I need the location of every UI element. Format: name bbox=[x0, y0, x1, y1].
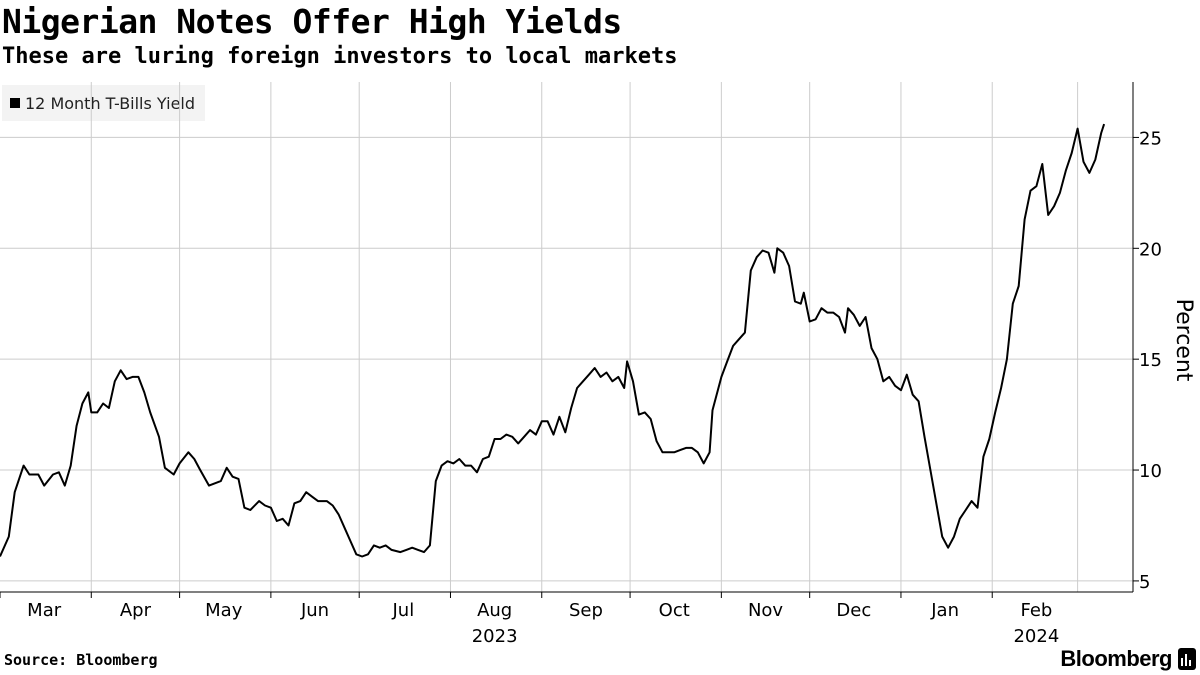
x-tick-label-Dec: Dec bbox=[836, 600, 871, 621]
x-tick-label-Jun: Jun bbox=[300, 600, 329, 621]
series-layer bbox=[0, 123, 1106, 558]
x-tick-label-May: May bbox=[205, 600, 243, 621]
legend: 12 Month T-Bills Yield bbox=[2, 85, 206, 121]
x-tick-label-Aug: Aug bbox=[477, 600, 512, 621]
y-tick-label-20: 20 bbox=[1139, 239, 1162, 260]
x-tick-label-Nov: Nov bbox=[748, 600, 783, 621]
grid-lines bbox=[0, 82, 1133, 592]
y-tick-label-25: 25 bbox=[1139, 128, 1162, 149]
x-year-label-2024: 2024 bbox=[1013, 626, 1059, 647]
y-tick-label-15: 15 bbox=[1139, 350, 1162, 371]
chart-title: Nigerian Notes Offer High Yields bbox=[2, 2, 622, 41]
x-tick-label-Mar: Mar bbox=[27, 600, 62, 621]
y-axis-title: Percent bbox=[1171, 299, 1196, 382]
x-year-label-2023: 2023 bbox=[472, 626, 518, 647]
brand-wordmark: Bloomberg bbox=[1060, 646, 1172, 671]
series-line-0 bbox=[0, 123, 1106, 558]
legend-swatch bbox=[10, 98, 20, 108]
x-tick-label-Feb: Feb bbox=[1020, 600, 1052, 621]
x-tick-label-Jan: Jan bbox=[930, 600, 959, 621]
axes: 5 10 15 20 25 Mar Apr May Jun Jul Aug Sep Oct Nov Dec J… bbox=[0, 82, 1196, 647]
chart-subtitle: These are luring foreign investors to lo… bbox=[2, 44, 678, 69]
x-tick-label-Sep: Sep bbox=[569, 600, 603, 621]
source-note: Source: Bloomberg bbox=[4, 651, 158, 669]
x-tick-label-Jul: Jul bbox=[392, 600, 415, 621]
y-tick-label-10: 10 bbox=[1139, 461, 1162, 482]
x-tick-label-Apr: Apr bbox=[120, 600, 152, 621]
brand-logo: Bloomberg bbox=[1060, 646, 1196, 672]
x-tick-label-Oct: Oct bbox=[659, 600, 690, 621]
y-tick-label-5: 5 bbox=[1139, 572, 1150, 593]
terminal-icon bbox=[1178, 648, 1196, 670]
legend-label: 12 Month T-Bills Yield bbox=[25, 93, 196, 113]
